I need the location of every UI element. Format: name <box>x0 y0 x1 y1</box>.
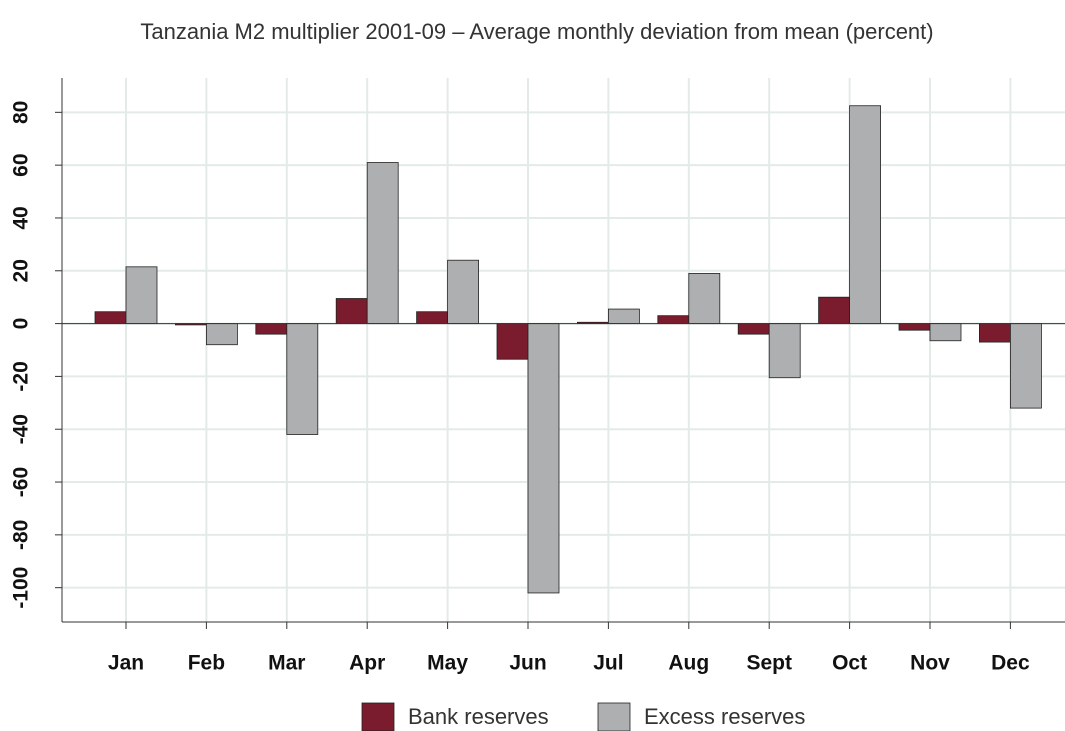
y-tick-label: 40 <box>10 206 33 229</box>
bar <box>1010 323 1042 409</box>
x-tick-label: Sept <box>746 652 792 675</box>
x-tick-label: Jul <box>593 652 623 675</box>
bar <box>496 323 529 360</box>
bar <box>255 323 288 335</box>
legend-label: Excess reserves <box>644 704 805 729</box>
y-tick-label: 60 <box>10 153 33 176</box>
chart-title: Tanzania M2 multiplier 2001-09 – Average… <box>140 19 933 44</box>
bar <box>527 323 560 594</box>
bar <box>929 323 962 342</box>
y-tick-label: 20 <box>10 259 33 282</box>
bar <box>657 315 690 324</box>
x-tick-label: Feb <box>188 652 225 675</box>
bar <box>688 273 721 324</box>
bar <box>818 296 850 324</box>
bar <box>366 162 399 324</box>
bar <box>335 298 368 324</box>
bar <box>416 311 449 324</box>
y-tick-label: 80 <box>10 101 33 124</box>
x-tick-label: Dec <box>991 652 1030 675</box>
bar <box>608 308 640 324</box>
legend-swatch <box>597 702 631 731</box>
y-tick-label: 0 <box>10 318 33 330</box>
bar <box>898 323 931 331</box>
x-tick-label: Jan <box>108 652 144 675</box>
x-tick-label: May <box>427 652 468 675</box>
x-tick-label: Apr <box>349 652 385 675</box>
x-tick-label: Jun <box>509 652 546 675</box>
y-tick-label: -60 <box>10 467 33 497</box>
legend-label: Bank reserves <box>408 704 549 729</box>
bar <box>205 323 238 346</box>
x-tick-label: Oct <box>832 652 867 675</box>
legend-swatch <box>361 702 395 731</box>
y-tick-label: -40 <box>10 414 33 444</box>
y-tick-label: -100 <box>10 567 33 609</box>
x-tick-label: Mar <box>268 652 305 675</box>
bar <box>979 323 1011 343</box>
bar <box>94 311 127 324</box>
bar <box>125 266 158 324</box>
y-tick-label: -20 <box>10 361 33 391</box>
y-tick-label: -80 <box>10 520 33 550</box>
x-tick-label: Aug <box>668 652 709 675</box>
bar <box>737 323 770 335</box>
bar <box>447 259 480 324</box>
x-tick-label: Nov <box>910 652 950 675</box>
bar <box>286 323 319 435</box>
bar <box>768 323 801 379</box>
bar <box>849 105 881 324</box>
